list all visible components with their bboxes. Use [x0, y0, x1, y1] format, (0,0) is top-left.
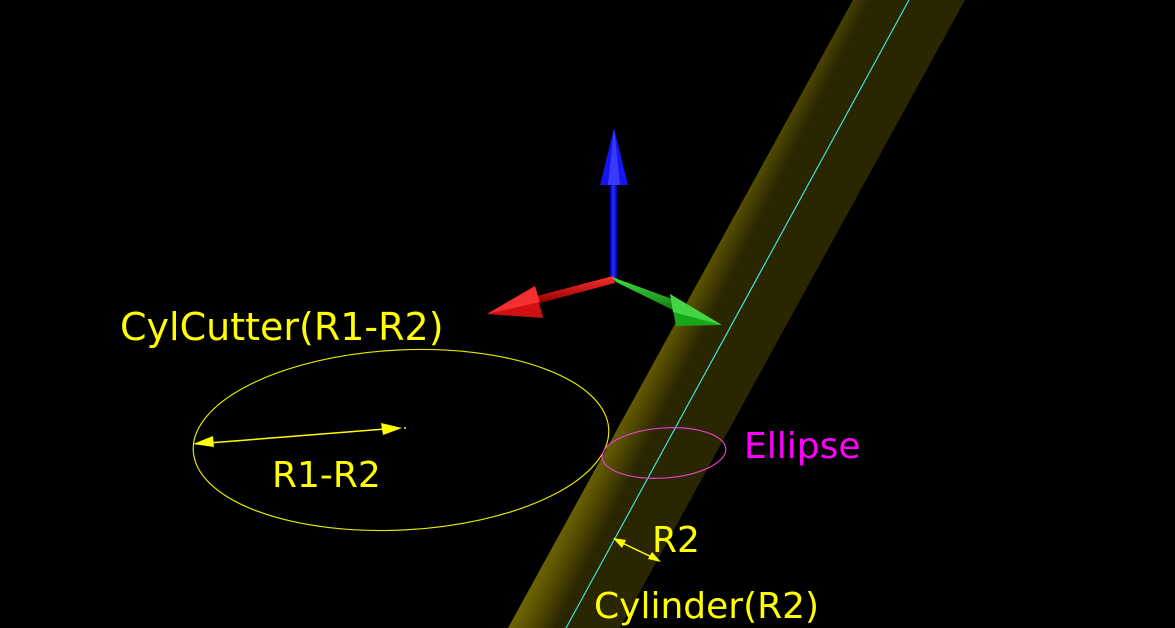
ellipse-label: Ellipse — [744, 426, 861, 467]
cyl-cutter-label: CylCutter(R1-R2) — [120, 305, 444, 349]
axis-x-shaft — [537, 276, 615, 303]
r2-dimension-arrow — [613, 538, 661, 562]
r2-label: R2 — [652, 520, 700, 561]
intersection-ellipse — [601, 427, 727, 479]
cylinder-axis-line — [565, 0, 910, 628]
r1-r2-label: R1-R2 — [272, 455, 381, 496]
axis-triad — [487, 128, 722, 326]
axis-z-shaft — [610, 180, 617, 280]
cutter-ellipse — [192, 348, 610, 532]
cylinder-body — [508, 0, 965, 628]
r1-r2-dimension-arrow — [193, 423, 406, 447]
cylinder-label: Cylinder(R2) — [594, 586, 819, 627]
axis-y-shaft — [612, 277, 683, 313]
